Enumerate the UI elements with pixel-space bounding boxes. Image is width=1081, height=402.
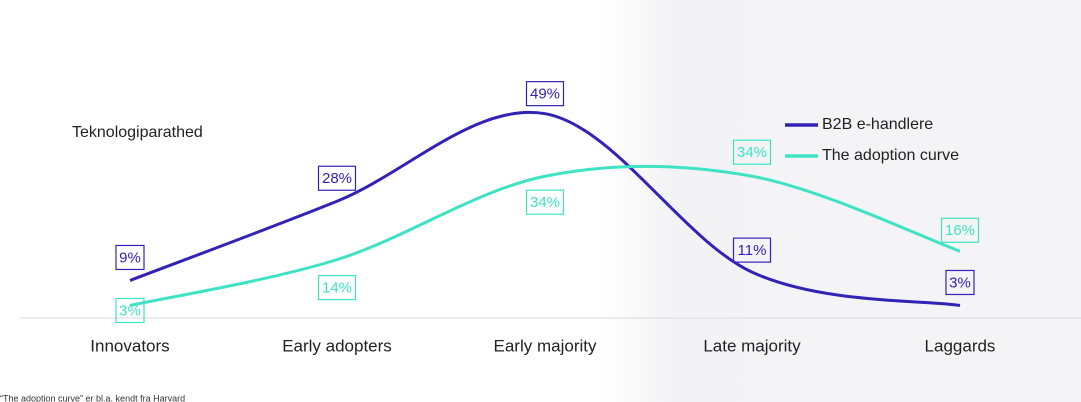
value-label-box bbox=[115, 297, 145, 324]
value-label: 28% bbox=[322, 170, 352, 187]
x-tick-label: Laggards bbox=[925, 336, 996, 355]
legend-label: The adoption curve bbox=[822, 147, 959, 164]
value-label: 3% bbox=[949, 274, 971, 291]
value-label: 34% bbox=[530, 194, 560, 211]
value-label-box bbox=[317, 275, 357, 301]
x-tick-label: Early adopters bbox=[282, 336, 392, 355]
footnote: “The adoption curve” er bl.a. kendt fra … bbox=[0, 393, 185, 402]
line bbox=[129, 164, 961, 307]
value-label-box bbox=[525, 81, 565, 107]
value-label-box bbox=[945, 269, 975, 296]
value-label-box bbox=[317, 165, 357, 191]
value-label-box bbox=[115, 244, 145, 271]
y-label: Teknologiparathed bbox=[72, 124, 203, 141]
value-label: 16% bbox=[945, 222, 975, 239]
x-tick-label: Innovators bbox=[90, 336, 169, 355]
value-label: 49% bbox=[530, 86, 560, 103]
legend-label: B2B e-handlere bbox=[822, 116, 933, 133]
value-label: 14% bbox=[322, 280, 352, 297]
value-label: 9% bbox=[119, 249, 141, 266]
background-shade bbox=[600, 0, 1081, 402]
x-tick-label: Early majority bbox=[494, 336, 597, 355]
value-label-box bbox=[732, 237, 772, 263]
value-label: 3% bbox=[119, 302, 141, 319]
x-tick-label: Late majority bbox=[703, 336, 801, 355]
value-label-box bbox=[525, 189, 565, 215]
value-label-box bbox=[732, 139, 772, 165]
line bbox=[129, 110, 961, 307]
value-label: 34% bbox=[737, 144, 767, 161]
value-label: 11% bbox=[738, 242, 767, 259]
value-label-box bbox=[940, 217, 980, 243]
